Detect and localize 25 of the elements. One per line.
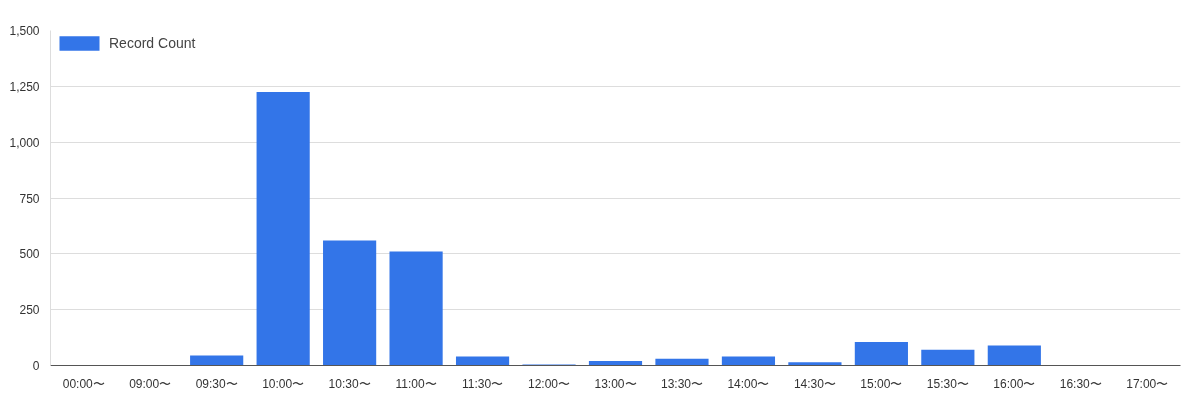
x-tick-label: 14:00〜 [727,376,770,391]
x-tick-label: 11:00〜 [395,376,437,391]
legend-label: Record Count [109,35,196,51]
y-tick-label: 500 [19,247,40,262]
x-tick-label: 15:30〜 [926,376,969,391]
x-tick-label: 10:30〜 [328,376,371,391]
y-tick-label: 1,250 [9,79,40,94]
x-tick-label: 12:00〜 [528,376,571,391]
y-tick-label: 1,500 [9,24,40,38]
y-tick-label: 250 [19,303,40,318]
y-tick-label: 0 [32,359,40,373]
x-tick-label: 17:00〜 [1126,376,1169,391]
x-tick-label: 10:00〜 [262,376,305,391]
x-tick-label: 15:00〜 [860,376,903,391]
x-tick-label: 16:00〜 [993,376,1036,391]
x-tick-label: 11:30〜 [461,376,504,391]
y-tick-label: 1,000 [9,135,40,150]
x-tick-label: 13:00〜 [594,376,637,391]
x-tick-label: 14:30〜 [793,376,836,391]
x-tick-label: 00:00〜 [62,376,105,391]
x-tick-label: 13:30〜 [660,376,703,391]
x-tick-label: 09:00〜 [129,376,172,391]
y-tick-label: 750 [19,191,40,206]
x-tick-label: 16:30〜 [1059,376,1102,391]
x-tick-label: 09:30〜 [195,376,238,391]
